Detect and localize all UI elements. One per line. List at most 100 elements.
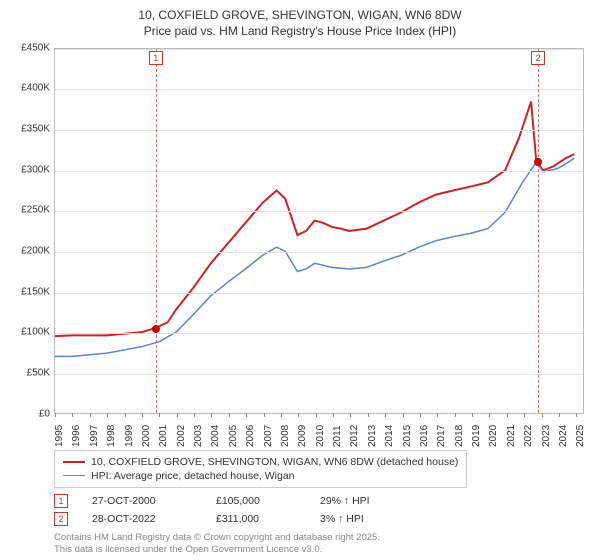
- x-tick: [316, 413, 317, 417]
- x-tick-label: 2018: [454, 427, 465, 447]
- gridline-h: [55, 252, 583, 253]
- x-tick-label: 2021: [506, 427, 517, 447]
- gridline-h: [55, 293, 583, 294]
- x-tick-label: 2003: [193, 427, 204, 447]
- x-tick: [350, 413, 351, 417]
- x-tick-label: 2006: [245, 427, 256, 447]
- legend-item: HPI: Average price, detached house, Wiga…: [63, 469, 458, 483]
- y-tick-label: £100K: [10, 327, 50, 338]
- gridline-h: [55, 374, 583, 375]
- y-tick-label: £300K: [10, 164, 50, 175]
- x-tick: [298, 413, 299, 417]
- x-tick-label: 2015: [402, 427, 413, 447]
- x-tick-label: 2011: [332, 427, 343, 447]
- legend-label: HPI: Average price, detached house, Wiga…: [91, 470, 295, 482]
- sale-date: 27-OCT-2000: [92, 495, 192, 507]
- x-tick-label: 1997: [89, 427, 100, 447]
- x-tick-label: 2019: [471, 427, 482, 447]
- footer-line1: Contains HM Land Registry data © Crown c…: [54, 532, 590, 544]
- x-tick: [55, 413, 56, 417]
- x-tick-label: 1998: [106, 427, 117, 447]
- y-tick-label: £0: [10, 408, 50, 419]
- series-price_paid: [55, 101, 574, 336]
- line-chart-svg: [55, 49, 583, 413]
- x-tick: [576, 413, 577, 417]
- y-tick-label: £150K: [10, 286, 50, 297]
- chart-title-line1: 10, COXFIELD GROVE, SHEVINGTON, WIGAN, W…: [10, 8, 590, 24]
- x-tick: [159, 413, 160, 417]
- y-tick-label: £400K: [10, 83, 50, 94]
- y-tick-label: £350K: [10, 123, 50, 134]
- x-tick: [524, 413, 525, 417]
- x-tick: [542, 413, 543, 417]
- gridline-h: [55, 130, 583, 131]
- x-tick: [246, 413, 247, 417]
- x-tick-label: 2022: [523, 427, 534, 447]
- x-tick-label: 1996: [71, 427, 82, 447]
- x-tick: [507, 413, 508, 417]
- sales-table: 1 27-OCT-2000 £105,000 29% ↑ HPI 2 28-OCT-202…: [54, 492, 590, 528]
- x-tick-label: 2002: [176, 427, 187, 447]
- legend-swatch: [63, 475, 85, 476]
- x-tick-label: 2008: [280, 427, 291, 447]
- x-tick: [229, 413, 230, 417]
- sale-marker-badge: 2: [531, 51, 545, 65]
- sale-price: £311,000: [216, 513, 296, 525]
- sale-hpi: 29% ↑ HPI: [320, 495, 420, 507]
- x-tick-label: 2025: [575, 427, 586, 447]
- gridline-h: [55, 49, 583, 50]
- x-tick: [385, 413, 386, 417]
- x-tick: [489, 413, 490, 417]
- x-tick: [281, 413, 282, 417]
- x-tick: [125, 413, 126, 417]
- gridline-h: [55, 89, 583, 90]
- series-hpi: [55, 158, 574, 356]
- x-tick-label: 2010: [315, 427, 326, 447]
- x-tick: [194, 413, 195, 417]
- sale-row: 1 27-OCT-2000 £105,000 29% ↑ HPI: [54, 492, 590, 510]
- sale-marker-line: [156, 49, 157, 413]
- legend: 10, COXFIELD GROVE, SHEVINGTON, WIGAN, W…: [54, 450, 467, 488]
- x-tick-label: 2007: [263, 427, 274, 447]
- sale-marker-dot: [152, 325, 160, 333]
- sale-date: 28-OCT-2022: [92, 513, 192, 525]
- x-tick: [211, 413, 212, 417]
- x-tick: [90, 413, 91, 417]
- gridline-h: [55, 333, 583, 334]
- x-tick: [403, 413, 404, 417]
- x-tick: [472, 413, 473, 417]
- sale-num-badge: 1: [54, 494, 68, 508]
- x-tick: [455, 413, 456, 417]
- x-tick: [559, 413, 560, 417]
- footer-attribution: Contains HM Land Registry data © Crown c…: [54, 532, 590, 557]
- x-tick: [107, 413, 108, 417]
- x-tick-label: 1999: [124, 427, 135, 447]
- x-tick-label: 2016: [419, 427, 430, 447]
- x-tick: [437, 413, 438, 417]
- x-tick: [142, 413, 143, 417]
- sale-price: £105,000: [216, 495, 296, 507]
- y-tick-label: £50K: [10, 367, 50, 378]
- x-tick: [177, 413, 178, 417]
- y-tick-label: £450K: [10, 42, 50, 53]
- x-tick-label: 2024: [558, 427, 569, 447]
- chart-title-line2: Price paid vs. HM Land Registry's House …: [10, 24, 590, 38]
- sale-num-badge: 2: [54, 512, 68, 526]
- sale-marker-dot: [534, 158, 542, 166]
- legend-swatch: [63, 461, 85, 463]
- x-tick-label: 2009: [297, 427, 308, 447]
- x-tick-label: 2023: [541, 427, 552, 447]
- chart-container: £0£50K£100K£150K£200K£250K£300K£350K£400…: [10, 44, 590, 444]
- sale-hpi: 3% ↑ HPI: [320, 513, 420, 525]
- x-tick-label: 2014: [384, 427, 395, 447]
- x-tick: [264, 413, 265, 417]
- legend-label: 10, COXFIELD GROVE, SHEVINGTON, WIGAN, W…: [91, 456, 458, 468]
- gridline-h: [55, 171, 583, 172]
- x-tick-label: 2017: [436, 427, 447, 447]
- plot-area: 12: [54, 48, 584, 414]
- gridline-h: [55, 211, 583, 212]
- legend-item: 10, COXFIELD GROVE, SHEVINGTON, WIGAN, W…: [63, 455, 458, 469]
- x-tick-label: 2020: [488, 427, 499, 447]
- footer-line2: This data is licensed under the Open Gov…: [54, 544, 590, 556]
- x-tick-label: 2005: [228, 427, 239, 447]
